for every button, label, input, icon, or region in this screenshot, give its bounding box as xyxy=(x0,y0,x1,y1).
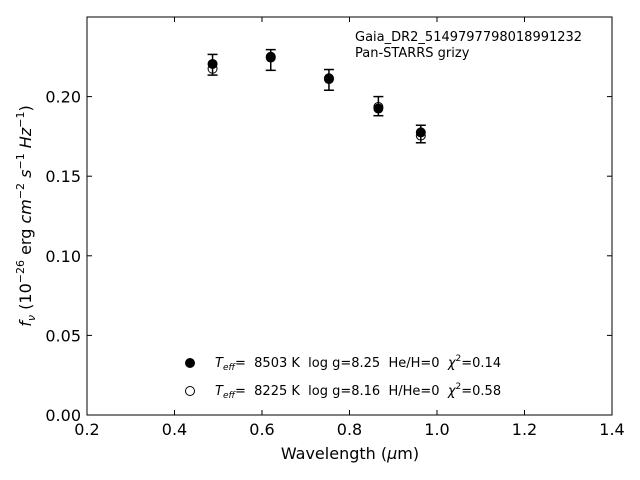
error-bars xyxy=(207,48,426,144)
annotation-star-id: Gaia_DR2_5149797798018991232 xyxy=(355,30,582,45)
model-point-open xyxy=(265,51,276,62)
x-tick-label: 0.2 xyxy=(74,420,99,439)
model-point-open xyxy=(373,101,384,112)
x-tick-label: 0.4 xyxy=(162,420,187,439)
y-tick-label: 0.00 xyxy=(45,406,81,425)
legend-entry-1: Teff= 8503 K log g=8.25 He/H=0 χ2=0.14 xyxy=(215,354,501,373)
y-tick-label: 0.15 xyxy=(45,167,81,186)
legend-marker-open xyxy=(185,386,195,396)
x-tick-label: 1.2 xyxy=(512,420,537,439)
legend-entry-2: Teff= 8225 K log g=8.16 H/He=0 χ2=0.58 xyxy=(215,382,501,401)
data-points xyxy=(207,51,426,141)
y-tick-label: 0.10 xyxy=(45,247,81,266)
model-point-filled xyxy=(265,52,276,63)
y-axis-ticks: 0.00 0.05 0.10 0.15 0.20 xyxy=(45,88,612,425)
x-axis-ticks: 0.2 0.4 0.6 0.8 1.0 1.2 1.4 xyxy=(74,17,625,439)
x-tick-label: 0.8 xyxy=(337,420,362,439)
model-point-open xyxy=(415,130,426,141)
model-point-open xyxy=(323,73,334,84)
model-point-filled xyxy=(323,74,334,85)
model-point-filled xyxy=(415,127,426,138)
legend: Teff= 8503 K log g=8.25 He/H=0 χ2=0.14 T… xyxy=(185,354,501,401)
y-tick-label: 0.20 xyxy=(45,88,81,107)
y-axis-label: fν (10−26 erg cm−2 s−1 Hz−1) xyxy=(14,105,38,326)
x-tick-label: 0.6 xyxy=(249,420,274,439)
annotation-survey: Pan-STARRS grizy xyxy=(355,46,470,61)
x-tick-label: 1.4 xyxy=(599,420,624,439)
x-tick-label: 1.0 xyxy=(424,420,449,439)
y-tick-label: 0.05 xyxy=(45,326,81,345)
model-point-open xyxy=(207,63,218,74)
legend-marker-filled xyxy=(185,358,195,368)
x-axis-label: Wavelength (μm) xyxy=(281,444,419,463)
